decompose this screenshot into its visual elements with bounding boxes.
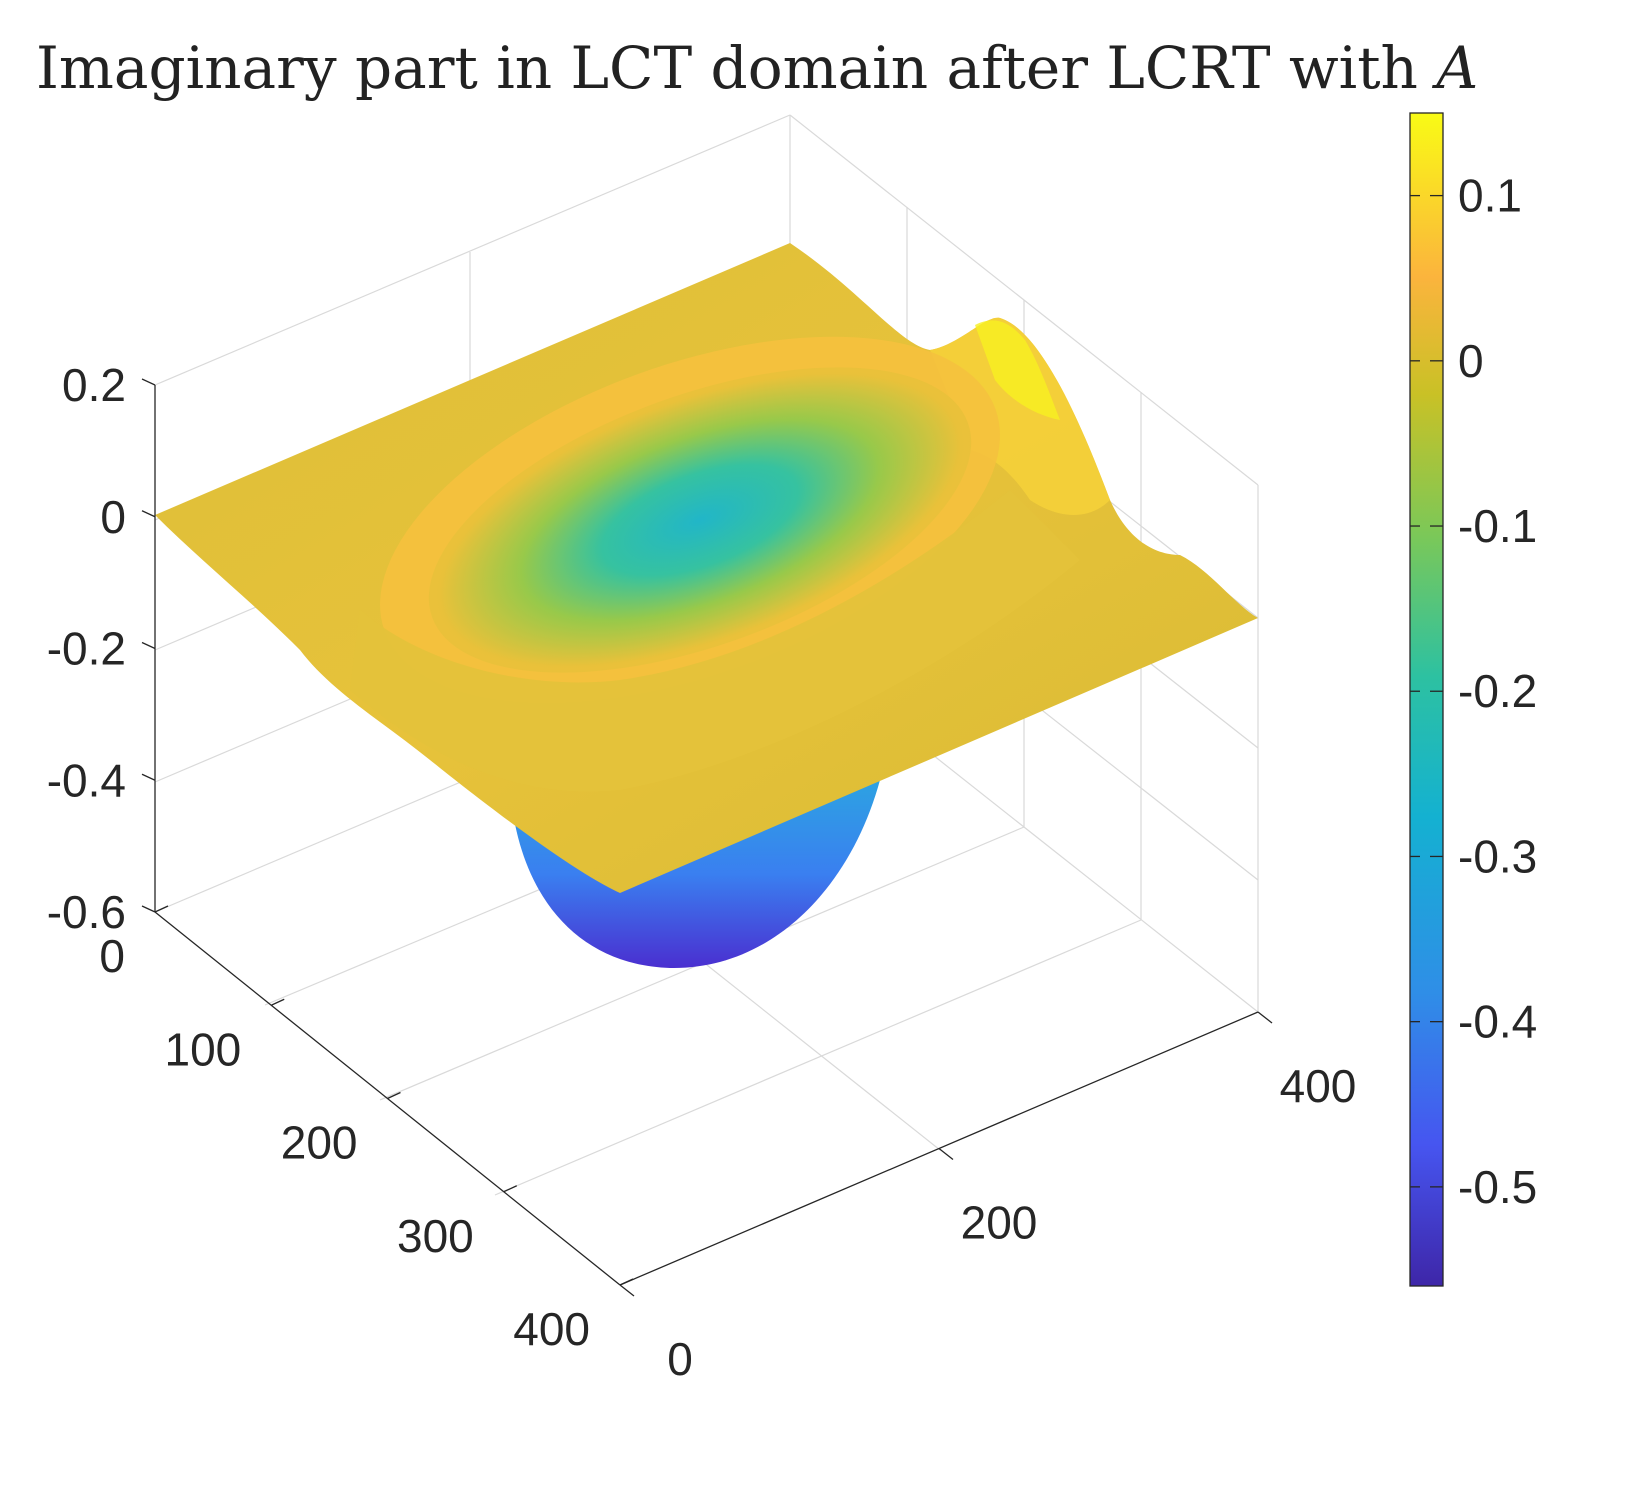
colorbar-tick-label: 0 <box>1458 335 1484 387</box>
x-axis-ticks: 0 200 400 <box>619 1011 1357 1385</box>
x-tick-label: 400 <box>1280 1060 1357 1112</box>
chart-title: Imaginary part in LCT domain after LCRT … <box>36 34 1478 102</box>
y-tick-mark <box>619 1278 634 1286</box>
colorbar-tick-label: -0.2 <box>1458 665 1537 717</box>
z-tick-mark <box>141 905 156 913</box>
z-tick-label: -0.4 <box>47 754 126 806</box>
z-tick-label: 0.2 <box>62 359 126 411</box>
colorbar-tick-label: 0.1 <box>1458 170 1522 222</box>
colorbar-tick-label: -0.4 <box>1458 996 1537 1048</box>
colorbar-tick-label: -0.1 <box>1458 500 1537 552</box>
colorbar-gradient <box>1409 112 1444 1287</box>
z-tick-label: -0.2 <box>47 623 126 675</box>
z-tick-mark <box>141 773 156 781</box>
z-tick-mark <box>141 378 156 386</box>
colorbar-tick-label: -0.5 <box>1458 1161 1537 1213</box>
x-tick-mark <box>619 1284 635 1297</box>
y-tick-mark <box>270 998 285 1006</box>
title-symbol: A <box>1431 34 1478 102</box>
colorbar: 0.1 0 -0.1 -0.2 -0.3 -0.4 -0.5 <box>1409 112 1537 1287</box>
y-tick-label: 400 <box>513 1303 590 1355</box>
surface-ridge-glow <box>975 320 1060 420</box>
surface-front-lip <box>350 490 1080 792</box>
z-tick-label: 0 <box>100 491 126 543</box>
x-tick-label: 200 <box>961 1197 1038 1249</box>
y-tick-label: 100 <box>165 1023 242 1075</box>
surface-ridge-right <box>930 317 1110 515</box>
y-tick-mark <box>503 1185 518 1193</box>
x-tick-mark <box>938 1147 954 1161</box>
colorbar-tick-label: -0.3 <box>1458 830 1537 882</box>
y-tick-label: 200 <box>281 1117 358 1169</box>
z-tick-label: -0.6 <box>47 886 126 938</box>
y-tick-label: 0 <box>99 930 125 982</box>
z-tick-mark <box>141 510 156 518</box>
z-tick-mark <box>141 641 156 650</box>
y-tick-mark <box>387 1091 401 1100</box>
y-axis-ticks: 0 100 200 300 400 <box>99 905 634 1355</box>
z-axis-ticks: 0.2 0 -0.2 -0.4 -0.6 <box>47 359 156 938</box>
y-tick-label: 300 <box>397 1210 474 1262</box>
x-tick-label: 0 <box>667 1333 693 1385</box>
x-tick-mark <box>1257 1011 1273 1024</box>
y-tick-mark <box>154 905 169 913</box>
surface <box>155 243 1258 969</box>
colorbar-ticks: 0.1 0 -0.1 -0.2 -0.3 -0.4 -0.5 <box>1410 170 1537 1213</box>
surface-bowl <box>428 367 972 673</box>
